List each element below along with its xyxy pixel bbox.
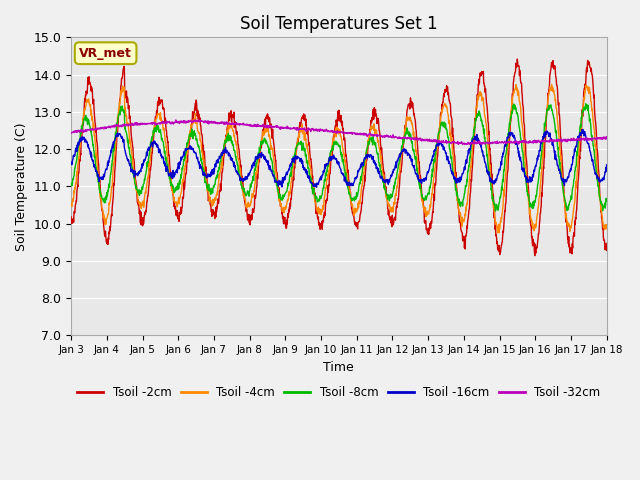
Legend: Tsoil -2cm, Tsoil -4cm, Tsoil -8cm, Tsoil -16cm, Tsoil -32cm: Tsoil -2cm, Tsoil -4cm, Tsoil -8cm, Tsoi…: [72, 382, 605, 404]
Title: Soil Temperatures Set 1: Soil Temperatures Set 1: [240, 15, 438, 33]
Text: VR_met: VR_met: [79, 47, 132, 60]
Y-axis label: Soil Temperature (C): Soil Temperature (C): [15, 122, 28, 251]
X-axis label: Time: Time: [323, 360, 355, 373]
